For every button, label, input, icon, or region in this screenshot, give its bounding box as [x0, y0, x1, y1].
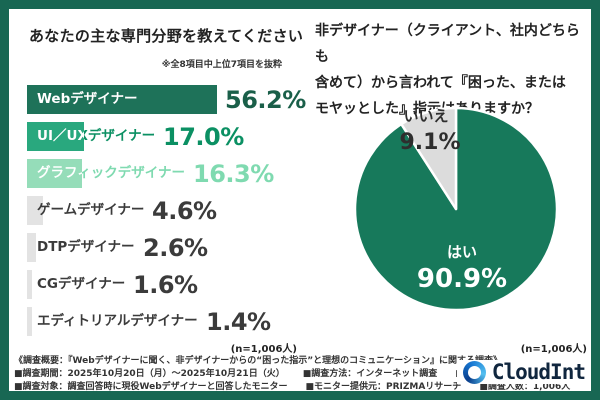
bar-category-label: エディトリアルデザイナー [37, 313, 198, 329]
cloudint-logo: CloudInt [456, 360, 586, 384]
survey-detail-item: ■モニター提供元：PRIZMAリサーチ [305, 382, 462, 392]
bar-value: 16.3% [193, 159, 274, 188]
bar [27, 85, 217, 114]
bar-row: DTPデザイナー 2.6% [27, 233, 299, 262]
bar-row: エディトリアルデザイナー 1.4% [27, 307, 299, 336]
survey-detail-item: 《調査概要：『Webデザイナーに聞く、非デザイナーからの“困った指示”と理想のコ… [14, 356, 502, 366]
cloudint-logo-text: CloudInt [491, 360, 586, 384]
pie-label-yes: はい [447, 243, 477, 261]
survey-detail-line: 《調査概要：『Webデザイナーに聞く、非デザイナーからの“困った指示”と理想のコ… [14, 355, 570, 368]
bar-category-label-on-bar: Webデザイナー [37, 91, 138, 107]
survey-detail-item: ■調査人数：1,006人 [479, 382, 571, 392]
bar-row: ゲームデザイナー 4.6% [27, 196, 299, 225]
cloudint-ring-icon [462, 360, 486, 384]
bar-value: 1.4% [206, 307, 271, 336]
pie-label-no: いいえ [403, 107, 448, 125]
bar-label-clip: Webデザイナー [27, 85, 217, 114]
pie-chart: はい 90.9% いいえ 9.1% [353, 106, 559, 312]
bar-category-label: CGデザイナー [37, 276, 126, 292]
bar-label-clip: UI／UXデザイナー [27, 122, 84, 151]
pie-value-no: 9.1% [399, 130, 460, 155]
bar-chart-title: あなたの主な専門分野を教えてください [29, 27, 304, 45]
bar-label-clip: グラフィックデザイナー [27, 159, 82, 188]
pie-chart-title: 非デザイナー（クライアント、社内どちらも 含めて）から言われて『困った、または … [315, 23, 580, 117]
bar [27, 307, 32, 336]
survey-detail-item: ■調査期間：2025年10月20日（月）～2025年10月21日（火） [14, 369, 285, 379]
bar-category-label: DTPデザイナー [37, 239, 135, 255]
bar-value: 4.6% [152, 196, 217, 225]
bar-category-label: ゲームデザイナー [37, 202, 145, 218]
pie-value-yes: 90.9% [417, 264, 507, 294]
bar-chart: WebデザイナーWebデザイナー56.2%UI／UXデザイナーUI／UXデザイナ… [27, 85, 306, 344]
bar-category-label: UI／UXデザイナー [37, 128, 156, 144]
bar-value: 17.0% [163, 122, 244, 151]
bar-row: グラフィックデザイナーグラフィックデザイナー16.3% [27, 159, 299, 188]
bar [27, 196, 43, 225]
bar-category-label: グラフィックデザイナー [37, 165, 185, 181]
bar-category-label: Webデザイナー [37, 91, 138, 107]
bar-value: 56.2% [225, 85, 306, 114]
bar-value: 2.6% [143, 233, 208, 262]
bar-row: Webデザイナー Webデザイナー 56.2% [27, 85, 306, 114]
sample-size-right: (n=1,006人) [520, 344, 587, 355]
bar-category-label-on-bar: UI／UXデザイナー [37, 128, 85, 144]
bar [27, 159, 83, 188]
bar [27, 270, 33, 299]
bar-value: 1.6% [133, 270, 198, 299]
bar-chart-note: ※全8項目中上位7項目を抜粋 [161, 60, 282, 70]
bar [27, 233, 36, 262]
sample-size-left: (n=1,006人) [230, 344, 297, 355]
survey-detail-line: ■調査対象：調査回答時に現役Webデザイナーと回答したモニター ■モニター提供元：… [14, 381, 570, 394]
bar [27, 122, 85, 151]
survey-detail-item: ■調査対象：調査回答時に現役Webデザイナーと回答したモニター [14, 382, 288, 392]
pie-slice-no [400, 106, 458, 211]
bar-category-label-on-bar: グラフィックデザイナー [37, 165, 82, 181]
survey-detail-item: ■調査方法：インターネット調査 [302, 369, 438, 379]
bar-row: CGデザイナー 1.6% [27, 270, 299, 299]
content-area: あなたの主な専門分野を教えてください ※全8項目中上位7項目を抜粋 Webデザイ… [9, 9, 591, 394]
